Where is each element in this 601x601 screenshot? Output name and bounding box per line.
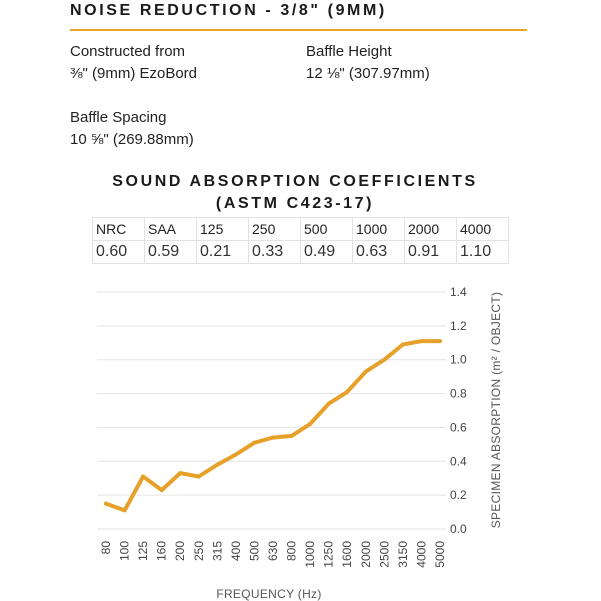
data-point: [308, 422, 313, 427]
x-tick-label: 630: [266, 541, 280, 561]
y-tick-label: 1.0: [450, 353, 467, 367]
x-tick-label: 250: [192, 541, 206, 561]
x-tick-label: 4000: [414, 541, 428, 568]
page-title: NOISE REDUCTION - 3/8" (9MM): [70, 2, 387, 19]
y-tick-label: 1.2: [450, 319, 467, 333]
data-point: [141, 474, 146, 479]
x-tick-label: 125: [136, 541, 150, 561]
data-point: [363, 369, 368, 374]
x-axis-label: FREQUENCY (Hz): [216, 587, 321, 601]
coefficients-table: NRC SAA 125 250 500 1000 2000 4000 0.60 …: [92, 217, 509, 264]
x-tick-label: 1250: [322, 541, 336, 568]
x-tick-label: 1600: [340, 541, 354, 568]
data-point: [178, 471, 183, 476]
data-point: [159, 488, 164, 493]
coef-value-500: 0.49: [300, 240, 353, 264]
data-point: [104, 501, 108, 506]
coef-value-250: 0.33: [248, 240, 301, 264]
data-point: [215, 462, 220, 467]
y-tick-label: 0.6: [450, 420, 467, 434]
coef-header-500: 500: [300, 217, 353, 241]
data-point: [438, 339, 442, 344]
coef-header-250: 250: [248, 217, 301, 241]
x-tick-label: 500: [247, 541, 261, 561]
spec-constructed-label: Constructed from: [70, 43, 186, 60]
coef-header-nrc: NRC: [92, 217, 145, 241]
y-tick-label: 0.2: [450, 488, 467, 502]
coefficients-title: SOUND ABSORPTION COEFFICIENTS: [112, 173, 478, 190]
x-tick-label: 5000: [433, 541, 447, 568]
spec-height: Baffle Height 12 ⅛" (307.97mm): [306, 41, 430, 85]
data-point: [382, 357, 387, 362]
coef-value-4000: 1.10: [456, 240, 509, 264]
y-tick-label: 0.4: [450, 454, 467, 468]
x-tick-label: 200: [173, 541, 187, 561]
spec-height-label: Baffle Height: [306, 43, 392, 60]
spec-spacing-label: Baffle Spacing: [70, 109, 167, 126]
spec-constructed: Constructed from ⅜" (9mm) EzoBord: [70, 41, 197, 85]
x-tick-label: 400: [229, 541, 243, 561]
data-point: [271, 435, 275, 440]
y-tick-label: 1.4: [450, 285, 467, 299]
data-point: [196, 474, 201, 479]
y-tick-label: 0.0: [450, 522, 467, 536]
data-point: [400, 342, 405, 347]
coef-header-125: 125: [196, 217, 249, 241]
chart-ticks: 0.0 0.2 0.4 0.6 0.8 1.0 1.2 1.4 80 100 125 160 200 25…: [99, 285, 467, 568]
x-tick-label: 80: [99, 541, 113, 555]
chart-gridlines: [97, 291, 446, 530]
y-tick-label: 0.8: [450, 387, 467, 401]
spec-height-value: 12 ⅛" (307.97mm): [306, 65, 430, 82]
spec-spacing-value: 10 ⅝" (269.88mm): [70, 131, 194, 148]
coefficients-subtitle: (ASTM C423-17): [215, 195, 375, 212]
x-tick-label: 800: [285, 541, 299, 561]
chart-series: [104, 339, 442, 513]
y-axis-label: SPECIMEN ABSORPTION (m² / OBJECT): [489, 292, 503, 529]
data-point: [289, 433, 294, 438]
coefficients-value-row: 0.60 0.59 0.21 0.33 0.49 0.63 0.91 1.10: [92, 240, 509, 264]
spec-spacing: Baffle Spacing 10 ⅝" (269.88mm): [70, 107, 194, 151]
data-point: [122, 508, 127, 513]
coefficients-header-row: NRC SAA 125 250 500 1000 2000 4000: [92, 217, 509, 241]
coef-value-1000: 0.63: [352, 240, 405, 264]
data-point: [419, 339, 424, 344]
title-underline: [70, 29, 527, 31]
data-point: [345, 389, 350, 394]
data-point: [326, 401, 331, 406]
data-point: [252, 440, 257, 445]
coef-value-nrc: 0.60: [92, 240, 145, 264]
x-tick-label: 100: [118, 541, 132, 561]
coef-value-2000: 0.91: [404, 240, 457, 264]
data-point: [233, 452, 238, 457]
x-tick-label: 2000: [359, 541, 373, 568]
spec-constructed-value: ⅜" (9mm) EzoBord: [70, 65, 198, 82]
x-tick-label: 160: [155, 541, 169, 561]
series-line: [104, 339, 442, 513]
coef-value-saa: 0.59: [144, 240, 197, 264]
coef-header-4000: 4000: [456, 217, 509, 241]
x-tick-label: 315: [210, 541, 224, 561]
x-tick-label: 3150: [396, 541, 410, 568]
x-tick-label: 1000: [303, 541, 317, 568]
x-tick-label: 2500: [377, 541, 391, 568]
coef-value-125: 0.21: [196, 240, 249, 264]
